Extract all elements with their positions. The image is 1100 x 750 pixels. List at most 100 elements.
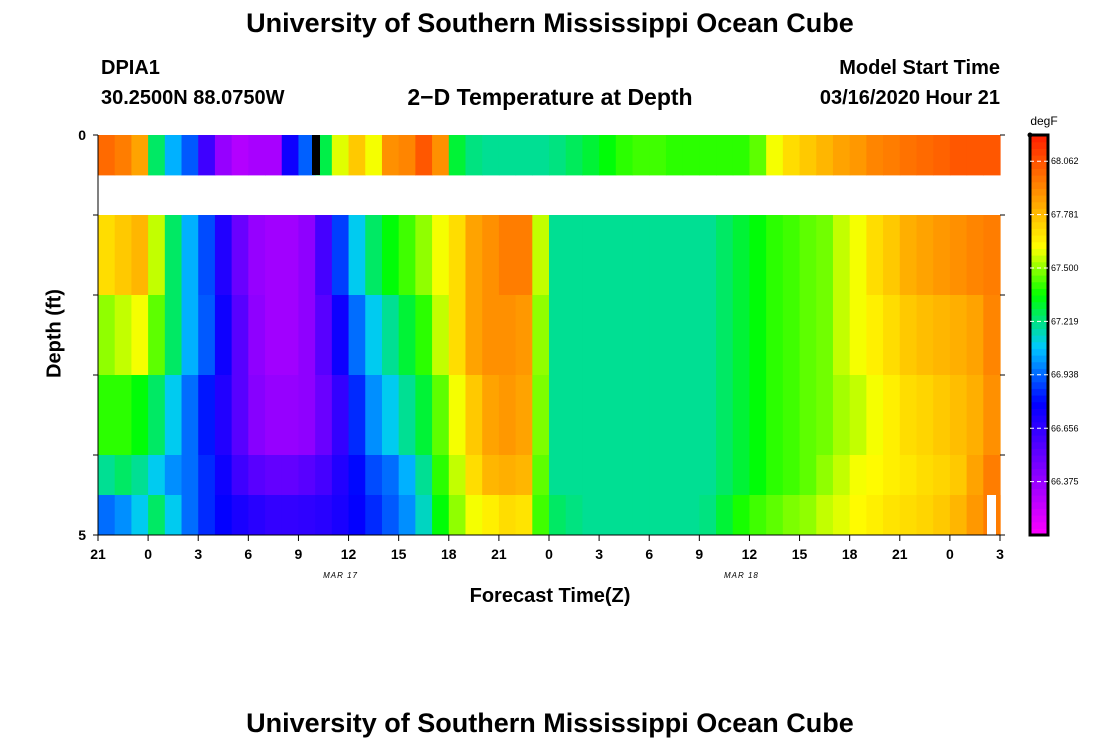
heatmap-cell bbox=[248, 375, 266, 456]
heatmap-cell bbox=[832, 215, 851, 296]
heatmap-cell bbox=[549, 295, 567, 376]
heatmap-cell bbox=[498, 215, 517, 296]
heatmap-cell bbox=[699, 375, 717, 456]
colorbar-segment bbox=[1030, 375, 1048, 383]
x-tick-label: 3 bbox=[996, 546, 1004, 562]
heatmap-cell bbox=[231, 135, 249, 176]
heatmap-cell bbox=[883, 495, 901, 536]
heatmap-cell bbox=[281, 215, 300, 296]
heatmap-cell bbox=[749, 295, 767, 376]
heatmap-cell bbox=[615, 135, 634, 176]
heatmap-cell bbox=[949, 135, 968, 176]
colorbar-units: degF bbox=[1030, 114, 1057, 128]
colorbar-segment bbox=[1030, 475, 1048, 483]
heatmap-cell bbox=[949, 295, 968, 376]
heatmap-cell bbox=[933, 295, 951, 376]
heatmap-cell bbox=[331, 215, 350, 296]
heatmap-cell bbox=[749, 135, 767, 176]
heatmap-cell bbox=[114, 495, 132, 536]
heatmap-cell bbox=[415, 375, 433, 456]
colorbar-segment bbox=[1030, 361, 1048, 369]
colorbar-segment bbox=[1030, 381, 1048, 389]
heatmap-cell bbox=[966, 495, 984, 536]
colorbar-segment bbox=[1030, 501, 1048, 509]
heatmap-cell bbox=[315, 295, 333, 376]
heatmap-cell bbox=[315, 215, 333, 296]
colorbar-segment bbox=[1030, 481, 1048, 489]
heatmap-cell bbox=[883, 375, 901, 456]
colorbar-segment bbox=[1030, 228, 1048, 236]
heatmap-cell bbox=[415, 295, 433, 376]
heatmap-cell bbox=[849, 135, 867, 176]
heatmap-cell bbox=[515, 135, 533, 176]
heatmap-cell bbox=[131, 295, 149, 376]
heatmap-cell bbox=[716, 135, 734, 176]
colorbar-tick-label: 67.500 bbox=[1051, 263, 1079, 273]
heatmap-cell bbox=[582, 375, 600, 456]
heatmap-cell bbox=[198, 295, 216, 376]
heatmap-cell bbox=[799, 215, 817, 296]
heatmap-cell bbox=[498, 375, 517, 456]
heatmap-cell bbox=[732, 295, 751, 376]
heatmap-cell bbox=[265, 215, 283, 296]
x-tick-label: 12 bbox=[341, 546, 357, 562]
heatmap-cell bbox=[331, 495, 350, 536]
model-start-time: 03/16/2020 Hour 21 bbox=[819, 87, 1000, 109]
colorbar-segment bbox=[1030, 288, 1048, 296]
heatmap-cell bbox=[816, 135, 834, 176]
model-start-label: Model Start Time bbox=[839, 57, 1000, 79]
heatmap-cell bbox=[816, 495, 834, 536]
heatmap-cell bbox=[816, 215, 834, 296]
heatmap-cell bbox=[281, 295, 300, 376]
colorbar-segment bbox=[1030, 348, 1048, 356]
colorbar-segment bbox=[1030, 508, 1048, 516]
heatmap-cell bbox=[281, 135, 300, 176]
heatmap-cell bbox=[198, 375, 216, 456]
heatmap-cell bbox=[98, 375, 116, 456]
heatmap-cell bbox=[732, 215, 751, 296]
x-tick-label: 0 bbox=[545, 546, 553, 562]
heatmap-cell bbox=[532, 495, 550, 536]
heatmap-cell bbox=[732, 375, 751, 456]
colorbar-segment bbox=[1030, 308, 1048, 316]
heatmap-cell bbox=[883, 215, 901, 296]
y-tick-label: 5 bbox=[78, 527, 86, 543]
heatmap-cell bbox=[148, 495, 166, 536]
heatmap-cell bbox=[766, 215, 784, 296]
heatmap-cell bbox=[131, 375, 149, 456]
heatmap-cell bbox=[381, 215, 400, 296]
heatmap-cell bbox=[716, 495, 734, 536]
heatmap-cell bbox=[164, 495, 183, 536]
heatmap-cell bbox=[515, 495, 533, 536]
heatmap-cell bbox=[565, 135, 583, 176]
heatmap-cell bbox=[432, 215, 450, 296]
x-tick-label: 18 bbox=[441, 546, 457, 562]
date-label: MAR 18 bbox=[724, 571, 759, 580]
heatmap-cell bbox=[832, 375, 851, 456]
heatmap-cell bbox=[782, 295, 801, 376]
heatmap-cell bbox=[749, 375, 767, 456]
colorbar-segment bbox=[1030, 208, 1048, 216]
heatmap-cell bbox=[966, 135, 984, 176]
heatmap-cell bbox=[432, 295, 450, 376]
footer-title: University of Southern Mississippi Ocean… bbox=[246, 708, 854, 738]
heatmap-cell bbox=[866, 375, 884, 456]
heatmap-cell bbox=[265, 375, 283, 456]
heatmap-cell bbox=[899, 135, 918, 176]
heatmap-cell bbox=[214, 375, 233, 456]
heatmap-cell bbox=[949, 495, 968, 536]
heatmap-cell bbox=[114, 215, 132, 296]
heatmap-cell bbox=[916, 295, 934, 376]
heatmap-cell bbox=[248, 215, 266, 296]
heatmap-cell bbox=[498, 295, 517, 376]
heatmap-cell bbox=[632, 135, 650, 176]
colorbar-segment bbox=[1030, 168, 1048, 176]
heatmap-cell bbox=[315, 375, 333, 456]
colorbar-segment bbox=[1030, 355, 1048, 363]
heatmap-cell bbox=[365, 295, 383, 376]
heatmap-cell bbox=[949, 215, 968, 296]
colorbar-segment bbox=[1030, 441, 1048, 449]
heatmap-cell bbox=[832, 495, 851, 536]
colorbar-segment bbox=[1030, 528, 1048, 536]
colorbar-tick-label: 67.781 bbox=[1051, 210, 1079, 220]
